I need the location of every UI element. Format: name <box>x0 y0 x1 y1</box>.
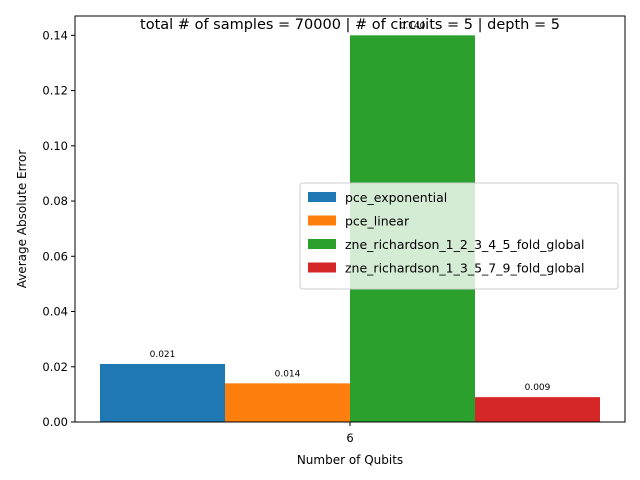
y-tick-label: 0.00 <box>42 415 68 429</box>
y-axis-label: Average Absolute Error <box>15 150 29 289</box>
x-axis-label: Number of Qubits <box>297 453 403 467</box>
chart-title: total # of samples = 70000 | # of circui… <box>140 17 560 33</box>
bar-value-label: 0.009 <box>525 383 551 393</box>
legend-label: zne_richardson_1_3_5_7_9_fold_global <box>345 261 585 276</box>
y-tick-label: 0.08 <box>42 194 68 208</box>
legend-swatch <box>308 192 336 202</box>
legend-label: pce_exponential <box>345 190 447 205</box>
legend-label: zne_richardson_1_2_3_4_5_fold_global <box>345 237 585 252</box>
bar-zne_richardson_1_3_5_7_9_fold_global <box>475 397 600 422</box>
x-axis-ticks: 6 <box>346 422 354 445</box>
bar-value-label: 0.140 <box>400 21 426 31</box>
bar-value-label: 0.014 <box>275 369 301 379</box>
y-tick-label: 0.12 <box>42 84 68 98</box>
y-tick-label: 0.14 <box>42 28 68 42</box>
legend-swatch <box>308 239 336 249</box>
y-tick-label: 0.10 <box>42 139 68 153</box>
plot-frame <box>74 15 626 423</box>
y-axis-ticks: 0.00 0.02 0.04 0.06 0.08 0.10 0.12 0.14 <box>42 28 75 429</box>
legend-label: pce_linear <box>345 214 410 229</box>
y-tick-label: 0.04 <box>42 305 68 319</box>
legend-swatch <box>308 215 336 226</box>
bar-value-labels: 0.021 0.014 0.140 0.009 <box>150 21 551 393</box>
y-tick-label: 0.02 <box>42 360 68 374</box>
legend-box <box>299 182 619 290</box>
bar-pce_exponential <box>100 364 225 422</box>
bar-pce_linear <box>225 383 350 422</box>
legend: pce_exponential pce_linear zne_richardson_… <box>299 182 619 290</box>
legend-swatch <box>308 262 336 273</box>
bar-value-label: 0.021 <box>150 350 176 360</box>
x-tick-label: 6 <box>346 431 353 445</box>
y-tick-label: 0.06 <box>42 249 68 263</box>
